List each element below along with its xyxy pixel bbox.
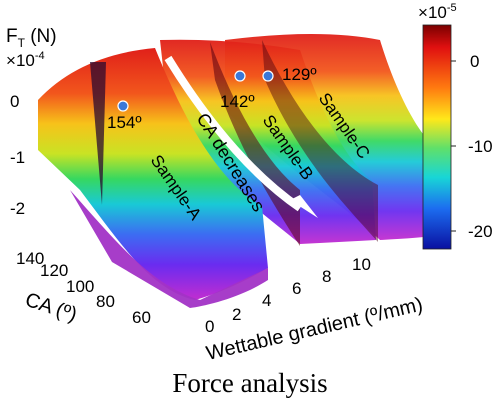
colorbar-tick-label: -10 <box>468 137 493 156</box>
gradient-tick-label: 10 <box>352 255 371 274</box>
gradient-tick-label: 8 <box>322 267 331 286</box>
sample-c-ca-label: 129º <box>282 65 317 84</box>
colorbar-multiplier-prefix: × <box>418 3 428 22</box>
ca-tick-label: 120 <box>40 261 68 280</box>
z-axis-ticks: 0 -1 -2 <box>10 92 25 218</box>
colorbar-tick-label: -20 <box>468 222 493 241</box>
ca-tick-label: 80 <box>96 292 115 311</box>
z-axis-label: FT (N) ×10-4 <box>6 26 57 70</box>
z-tick-label: 0 <box>10 92 19 111</box>
z-axis-label-main: F <box>6 26 18 47</box>
colorbar: ×10-5 0 -10 -20 <box>418 2 493 250</box>
surface-plot <box>38 34 440 308</box>
z-multiplier-exp: -4 <box>35 50 45 62</box>
colorbar-bar <box>422 24 452 250</box>
ca-tick-label: 60 <box>132 308 151 327</box>
gradient-tick-label: 0 <box>205 317 214 336</box>
svg-text:FT (N): FT (N) <box>6 26 57 50</box>
ca-decreases-arrowhead <box>290 195 318 218</box>
colorbar-multiplier-base: 10 <box>428 3 447 22</box>
colorbar-tick-label: 0 <box>470 52 479 71</box>
gradient-tick-label: 6 <box>292 279 301 298</box>
surface-front-slab <box>70 190 268 308</box>
colorbar-multiplier-exp: -5 <box>447 2 457 14</box>
z-tick-label: -2 <box>10 199 25 218</box>
z-axis-label-sub: T <box>18 36 26 50</box>
gradient-axis-ticks: 02 4 6 8 10 <box>205 255 371 336</box>
sample-b-ca-label: 142º <box>220 92 255 111</box>
marker-sample-b <box>234 70 246 82</box>
colorbar-ticks: 0 -10 -20 <box>451 52 493 241</box>
figure-caption: Force analysis <box>172 368 327 398</box>
ridge-edge-c <box>262 40 378 242</box>
z-multiplier-base: 10 <box>16 51 35 70</box>
marker-sample-c <box>262 70 274 82</box>
sample-a-ca-label: 154º <box>107 113 142 132</box>
z-axis-label-unit: (N) <box>25 26 57 47</box>
gradient-tick-label: 2 <box>232 305 241 324</box>
ridge-edge-a <box>90 62 106 205</box>
ca-tick-label: 140 <box>16 249 44 268</box>
gradient-tick-label: 4 <box>262 291 271 310</box>
marker-sample-a <box>117 100 129 112</box>
z-tick-label: -1 <box>10 148 25 167</box>
surface-sample-b <box>160 39 376 244</box>
z-multiplier-prefix: × <box>6 51 16 70</box>
svg-text:×10-4: ×10-4 <box>6 50 45 70</box>
svg-text:×10-5: ×10-5 <box>418 2 457 22</box>
ca-decreases-arrow <box>164 55 303 212</box>
ca-tick-label: 100 <box>66 277 94 296</box>
